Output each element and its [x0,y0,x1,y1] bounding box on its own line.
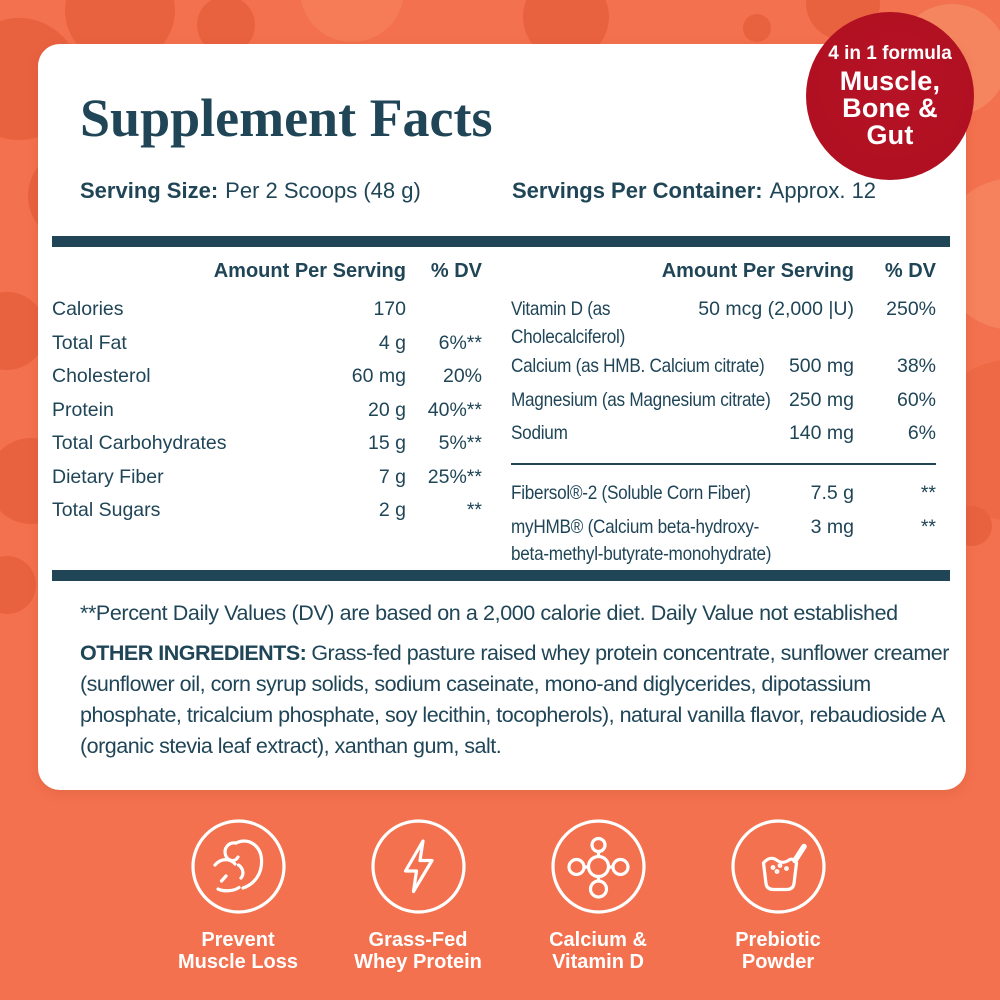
table-row: Fibersol®-2 (Soluble Corn Fiber) 7.5 g ** [511,478,936,512]
formula-badge: 4 in 1 formula Muscle, Bone & Gut [806,12,974,180]
serving-size-value: Per 2 Scoops (48 g) [225,178,421,203]
nutrition-table-right: Amount Per Serving % DV Vitamin D (as Ch… [511,250,936,569]
table-row: Dietary Fiber 7 g 25%** [52,462,482,496]
servings-per-container: Servings Per Container: Approx. 12 [512,177,876,205]
feature-prebiotic-powder: Prebiotic Powder [688,818,868,973]
nutrient-amount: 4 g [378,331,406,354]
lightning-icon [370,818,467,915]
nutrient-name: Total Fat [52,331,127,354]
other-ingredients-label: OTHER INGREDIENTS: [80,641,307,665]
table-row: Protein 20 g 40%** [52,395,482,429]
column-header-dv: % DV [884,260,936,282]
table-row: Sodium 140 mg 6% [511,418,936,452]
column-header-dv: % DV [430,260,482,282]
table-row: Total Sugars 2 g ** [52,495,482,529]
other-ingredients-text: Grass-fed pasture raised whey protein co… [80,641,949,758]
nutrient-dv: 6%** [438,331,482,354]
nutrient-name: Calcium (as HMB. Calcium citrate) [511,355,765,377]
table-row: Magnesium (as Magnesium citrate) 250 mg 60… [511,385,936,419]
supplement-facts-card: Supplement Facts Serving Size: Per 2 Scoo… [38,44,966,790]
thin-divider [511,462,936,465]
nutrient-dv: 60% [896,388,936,411]
feature-label: Calcium & Vitamin D [549,929,647,973]
nutrient-name: Dietary Fiber [52,465,164,488]
feature-calcium-vitamin-d: Calcium & Vitamin D [508,818,688,973]
nutrient-dv: ** [920,515,936,538]
nutrient-name: Protein [52,398,114,421]
nutrient-dv: 6% [907,422,936,444]
divider-bar-top [52,236,950,247]
nutrient-name: Magnesium (as Magnesium citrate) [511,388,771,411]
nutrient-amount: 250 mg [788,388,854,411]
badge-title: Muscle, Bone & Gut [839,66,941,150]
nutrient-amount: 50 mcg (2,000 |U) [698,298,854,320]
nutrient-amount: 140 mg [788,422,854,444]
nutrient-amount: 3 mg [810,515,854,538]
badge-tagline: 4 in 1 formula [828,43,952,64]
column-header-amount: Amount Per Serving [661,260,854,282]
servings-per-container-value: Approx. 12 [769,178,877,203]
table-header: Amount Per Serving % DV [52,250,482,294]
nutrient-amount: 7.5 g [810,482,854,504]
feature-label: Grass-Fed Whey Protein [354,929,482,973]
nutrition-table-left: Amount Per Serving % DV Calories 170 Tota… [52,250,482,529]
table-row: Calcium (as HMB. Calcium citrate) 500 mg 3… [511,351,936,385]
nutrient-dv: ** [920,482,936,504]
nutrient-dv: 20% [442,365,482,387]
nutrient-dv: 250% [886,298,936,320]
nutrient-dv: 40%** [427,398,482,421]
nutrient-amount: 7 g [378,465,406,488]
molecule-icon [550,818,647,915]
nutrient-name: Calories [52,298,124,320]
table-row: Vitamin D (as Cholecalciferol) 50 mcg (2,… [511,294,936,351]
nutrient-name: Total Carbohydrates [52,432,227,454]
serving-size-label: Serving Size: [80,178,219,203]
nutrient-amount: 2 g [378,499,406,521]
dv-footnote: **Percent Daily Values (DV) are based on… [80,601,898,625]
table-body: Calories 170 Total Fat 4 g 6%** Cholesterol… [52,294,482,529]
decorative-circle [300,0,404,42]
nutrient-name: Vitamin D (as Cholecalciferol) [511,298,626,348]
nutrient-dv: 25%** [427,465,482,488]
nutrient-amount: 20 g [368,398,406,421]
decorative-circle [743,14,771,42]
nutrient-dv: 38% [896,355,936,377]
nutrient-amount: 500 mg [788,355,854,377]
column-header-amount: Amount Per Serving [213,260,406,282]
feature-grass-fed-whey: Grass-Fed Whey Protein [328,818,508,973]
nutrient-name: myHMB® (Calcium beta-hydroxy- beta-methy… [511,515,772,566]
page-title: Supplement Facts [80,88,493,148]
nutrient-amount: 15 g [368,432,406,454]
table-row: Calories 170 [52,294,482,328]
divider-bar-bottom [52,570,950,581]
table-row: myHMB® (Calcium beta-hydroxy- beta-methy… [511,512,936,569]
nutrient-name: Fibersol®-2 (Soluble Corn Fiber) [511,482,751,504]
nutrient-dv: 5%** [438,432,482,454]
nutrient-amount: 60 mg [351,365,406,387]
servings-per-container-label: Servings Per Container: [512,178,763,203]
bicep-icon [190,818,287,915]
feature-label: Prevent Muscle Loss [177,929,299,973]
nutrient-amount: 170 [373,298,406,320]
nutrient-dv: ** [466,499,482,521]
nutrient-name: Sodium [511,422,568,444]
other-ingredients: OTHER INGREDIENTS: Grass-fed pasture rais… [80,638,968,762]
table-body: Vitamin D (as Cholecalciferol) 50 mcg (2,… [511,294,936,569]
table-row: Total Carbohydrates 15 g 5%** [52,428,482,462]
serving-size: Serving Size: Per 2 Scoops (48 g) [80,177,421,205]
scoop-icon [730,818,827,915]
nutrient-name: Total Sugars [52,499,161,521]
feature-icons-row: Prevent Muscle Loss Grass-Fed Whey Prote… [148,818,868,973]
table-header: Amount Per Serving % DV [511,250,936,294]
table-row: Cholesterol 60 mg 20% [52,361,482,395]
nutrient-name: Cholesterol [52,365,151,387]
decorative-circle [0,556,36,614]
table-row: Total Fat 4 g 6%** [52,328,482,362]
feature-prevent-muscle-loss: Prevent Muscle Loss [148,818,328,973]
feature-label: Prebiotic Powder [735,929,821,973]
